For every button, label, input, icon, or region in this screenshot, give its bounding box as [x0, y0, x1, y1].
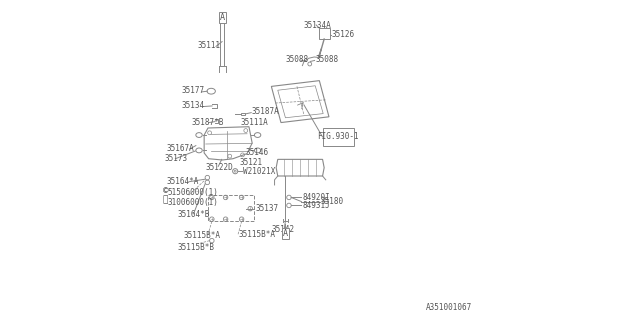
Text: 35173: 35173 — [165, 154, 188, 163]
Text: 35088: 35088 — [315, 55, 339, 64]
Text: A: A — [220, 13, 225, 22]
Text: A: A — [283, 229, 288, 238]
Text: W21021X: W21021X — [243, 167, 275, 176]
Text: 35115B*A: 35115B*A — [184, 231, 221, 240]
Text: 51506000(1): 51506000(1) — [167, 188, 218, 197]
Text: 35187*B: 35187*B — [191, 118, 224, 127]
Text: 35146: 35146 — [246, 148, 269, 157]
Text: 35115B*B: 35115B*B — [178, 243, 214, 252]
Text: 31006000(1): 31006000(1) — [167, 198, 218, 207]
Text: 35164*B: 35164*B — [178, 210, 210, 219]
Text: 35088: 35088 — [285, 55, 308, 64]
Text: A351001067: A351001067 — [426, 303, 472, 312]
Text: 35187A: 35187A — [252, 107, 279, 116]
Text: 35126: 35126 — [332, 30, 355, 39]
Text: 35142: 35142 — [272, 225, 295, 234]
Text: 35137: 35137 — [255, 204, 278, 213]
Text: 35111: 35111 — [198, 41, 221, 50]
Text: ©: © — [163, 186, 168, 195]
Text: 84920I: 84920I — [302, 193, 330, 202]
Text: 35111A: 35111A — [241, 118, 269, 127]
Text: 35164*A: 35164*A — [166, 177, 199, 186]
FancyBboxPatch shape — [323, 128, 354, 146]
Text: FIG.930-1: FIG.930-1 — [317, 132, 359, 141]
Text: 35121: 35121 — [240, 158, 263, 167]
Text: 35134A: 35134A — [303, 21, 331, 30]
Text: 84931J: 84931J — [302, 201, 330, 210]
Text: 35115B*A: 35115B*A — [239, 230, 275, 239]
Text: 35177: 35177 — [182, 86, 205, 95]
Text: 35167A: 35167A — [166, 144, 194, 153]
Text: 35122D: 35122D — [206, 163, 234, 172]
Text: 35180: 35180 — [321, 197, 344, 206]
Text: 35134: 35134 — [182, 101, 205, 110]
Text: ⓜ: ⓜ — [163, 195, 168, 204]
